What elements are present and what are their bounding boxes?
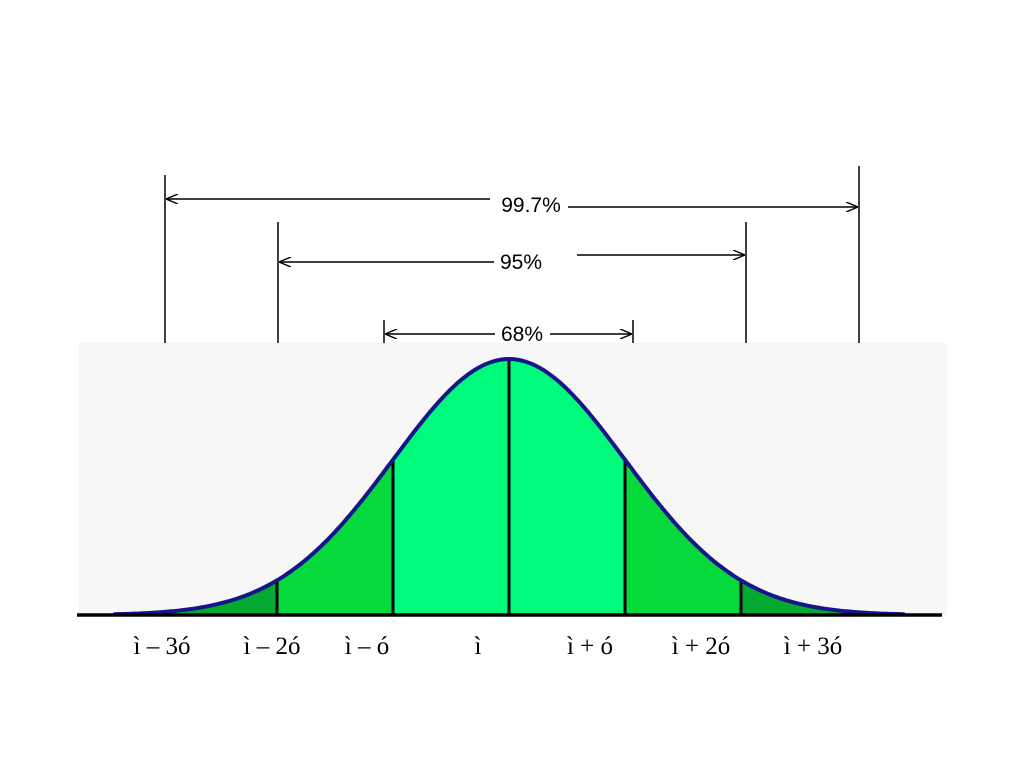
axis-label-minus-2-sigma: ì – 2ó xyxy=(244,633,301,660)
interval-95-bracket: 95% xyxy=(277,222,747,343)
region-outer-left xyxy=(137,580,277,615)
interval-99-7-bracket: 99.7% xyxy=(164,166,860,343)
interval-68-bracket: 68% xyxy=(383,320,634,346)
axis-label-mean: ì xyxy=(475,633,482,660)
axis-label-plus-2-sigma: ì + 2ó xyxy=(672,633,731,660)
axis-label-minus-1-sigma: ì – ó xyxy=(345,633,389,660)
region-outer-right xyxy=(741,580,859,615)
interval-95-label: 95% xyxy=(500,251,542,274)
sigma-dividers xyxy=(136,359,860,615)
axis-labels: ì – 3ó ì – 2ó ì – ó ì ì + ó ì + 2ó ì + 3… xyxy=(134,633,843,660)
axis-label-minus-3-sigma: ì – 3ó xyxy=(134,633,191,660)
interval-99-7-label: 99.7% xyxy=(501,194,561,217)
axis-label-plus-1-sigma: ì + ó xyxy=(567,633,613,660)
axis-label-plus-3-sigma: ì + 3ó xyxy=(784,633,843,660)
interval-68-label: 68% xyxy=(501,323,543,346)
bell-curve xyxy=(112,356,906,617)
